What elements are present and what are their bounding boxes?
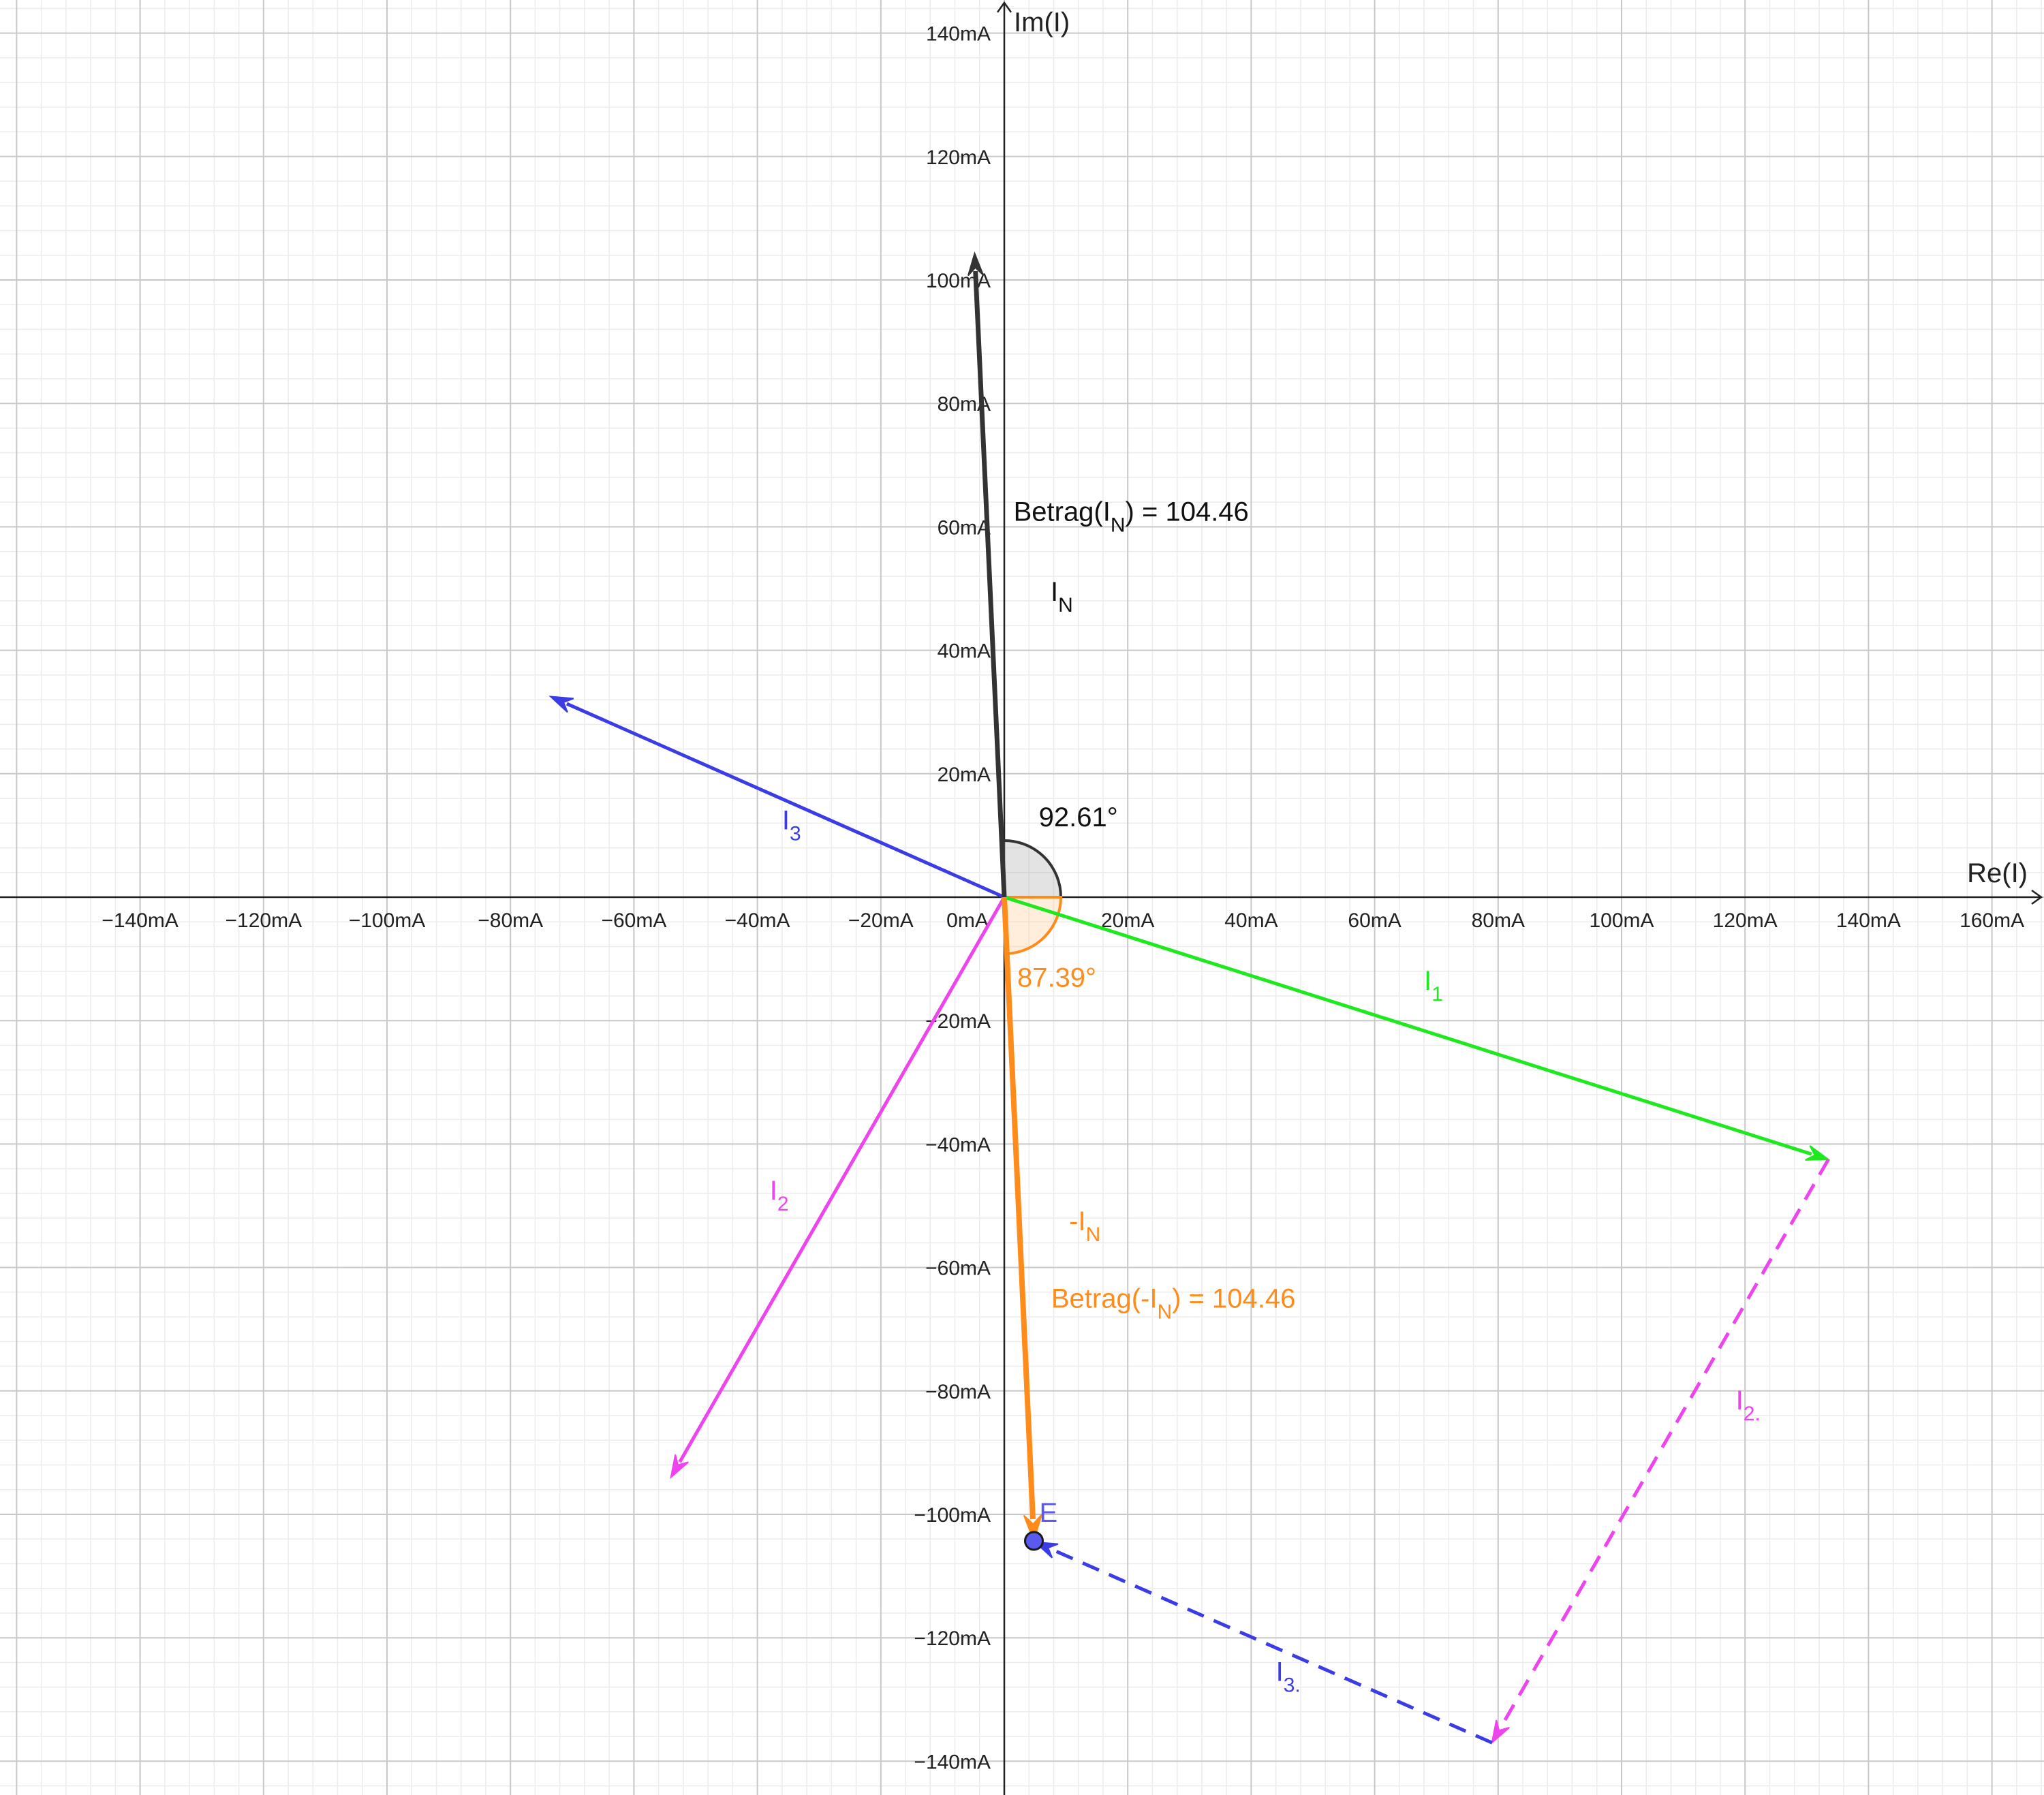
y-tick-label: 20mA xyxy=(938,764,991,786)
label-I3-shifted: I3. xyxy=(1276,1657,1301,1697)
y-axis-arrow-icon xyxy=(996,1,1012,13)
betrag-in-tail: ) = 104.46 xyxy=(1126,497,1249,527)
label-I2-shifted: I2. xyxy=(1736,1386,1761,1425)
y-axis-title: Im(I) xyxy=(1014,7,1070,37)
arrowhead-I2-shifted-icon xyxy=(1491,1719,1510,1745)
label-I1: I1 xyxy=(1424,966,1443,1005)
betrag-minus-in-tail: ) = 104.46 xyxy=(1172,1283,1295,1313)
y-tick-label: −20mA xyxy=(925,1010,991,1033)
x-tick-label: 160mA xyxy=(1960,909,2024,932)
vector-I3[interactable] xyxy=(566,702,1006,899)
x-axis-title: Re(I) xyxy=(1967,858,2028,888)
arrowhead-I2-icon xyxy=(670,1454,689,1480)
angle-IN-arc xyxy=(1000,839,1063,899)
y-tick-label: 140mA xyxy=(926,23,991,46)
x-tick-label: 100mA xyxy=(1589,909,1654,932)
label-I2: I2 xyxy=(770,1176,789,1215)
label-minusIN: -IN xyxy=(1069,1206,1100,1246)
angle-IN-label: 92.61° xyxy=(1039,802,1118,832)
betrag-minus-in-sub: N xyxy=(1157,1300,1172,1323)
x-tick-label: 20mA xyxy=(1101,909,1154,932)
x-tick-label: −20mA xyxy=(848,909,914,932)
vector-I2-shifted[interactable] xyxy=(1499,1158,1830,1728)
label-I3: I3 xyxy=(782,805,801,845)
x-tick-label: −40mA xyxy=(725,909,790,932)
vector-I3-shifted[interactable] xyxy=(1051,1547,1493,1745)
arrowhead-minusIN-icon xyxy=(1023,1514,1042,1544)
y-tick-label: −80mA xyxy=(925,1381,991,1403)
vector-labels: I1 I2 I3 IN -IN I2. I3. xyxy=(770,577,1761,1697)
x-tick-label: 0mA xyxy=(946,909,989,932)
betrag-in-main: Betrag(I xyxy=(1014,497,1111,527)
vector-I1[interactable] xyxy=(1004,895,1812,1156)
y-tick-label: 120mA xyxy=(926,146,991,169)
y-tick-label: 40mA xyxy=(938,640,991,663)
betrag-in-label: Betrag(IN) = 104.46 xyxy=(1014,497,1249,536)
arrowhead-IN-icon xyxy=(967,251,984,277)
label-IN: IN xyxy=(1051,577,1073,616)
arrowhead-I1-icon xyxy=(1805,1145,1831,1161)
angle-minusIN-label: 87.39° xyxy=(1017,963,1096,993)
point-e[interactable] xyxy=(1023,1531,1044,1551)
point-e-label: E xyxy=(1039,1498,1057,1528)
x-tick-label: 120mA xyxy=(1713,909,1778,932)
vector-minusIN[interactable] xyxy=(1002,896,1036,1520)
x-tick-label: −60mA xyxy=(601,909,666,932)
betrag-minus-in-main: Betrag(-I xyxy=(1051,1283,1158,1313)
x-tick-label: 60mA xyxy=(1348,909,1401,932)
arrowhead-I3-icon xyxy=(548,696,574,713)
y-tick-label: 100mA xyxy=(926,270,991,292)
x-tick-label: 80mA xyxy=(1472,909,1525,932)
y-tick-label: 60mA xyxy=(938,516,991,539)
x-tick-labels: −140mA −120mA −100mA −80mA −60mA −40mA −20mA 0m… xyxy=(102,909,2024,932)
betrag-minus-in-label: Betrag(-IN) = 104.46 xyxy=(1051,1283,1296,1323)
x-axis-arrow-icon xyxy=(2031,889,2043,905)
x-tick-label: −100mA xyxy=(349,909,426,932)
y-tick-label: −120mA xyxy=(914,1627,991,1650)
x-tick-label: −120mA xyxy=(226,909,303,932)
y-tick-label: −100mA xyxy=(914,1504,991,1527)
y-tick-label: −40mA xyxy=(925,1134,991,1156)
x-tick-label: 140mA xyxy=(1836,909,1901,932)
vector-I2[interactable] xyxy=(678,896,1006,1463)
y-tick-label: −140mA xyxy=(914,1751,991,1773)
vector-IN[interactable] xyxy=(973,270,1007,898)
x-tick-label: 40mA xyxy=(1224,909,1278,932)
vectors xyxy=(548,251,1831,1745)
x-tick-label: −140mA xyxy=(102,909,179,932)
betrag-in-sub: N xyxy=(1111,514,1126,536)
y-tick-label: −60mA xyxy=(925,1258,991,1280)
x-tick-label: −80mA xyxy=(478,909,543,932)
y-tick-labels: 140mA120mA100mA80mA60mA40mA20mA−20mA−40m… xyxy=(914,23,991,1774)
